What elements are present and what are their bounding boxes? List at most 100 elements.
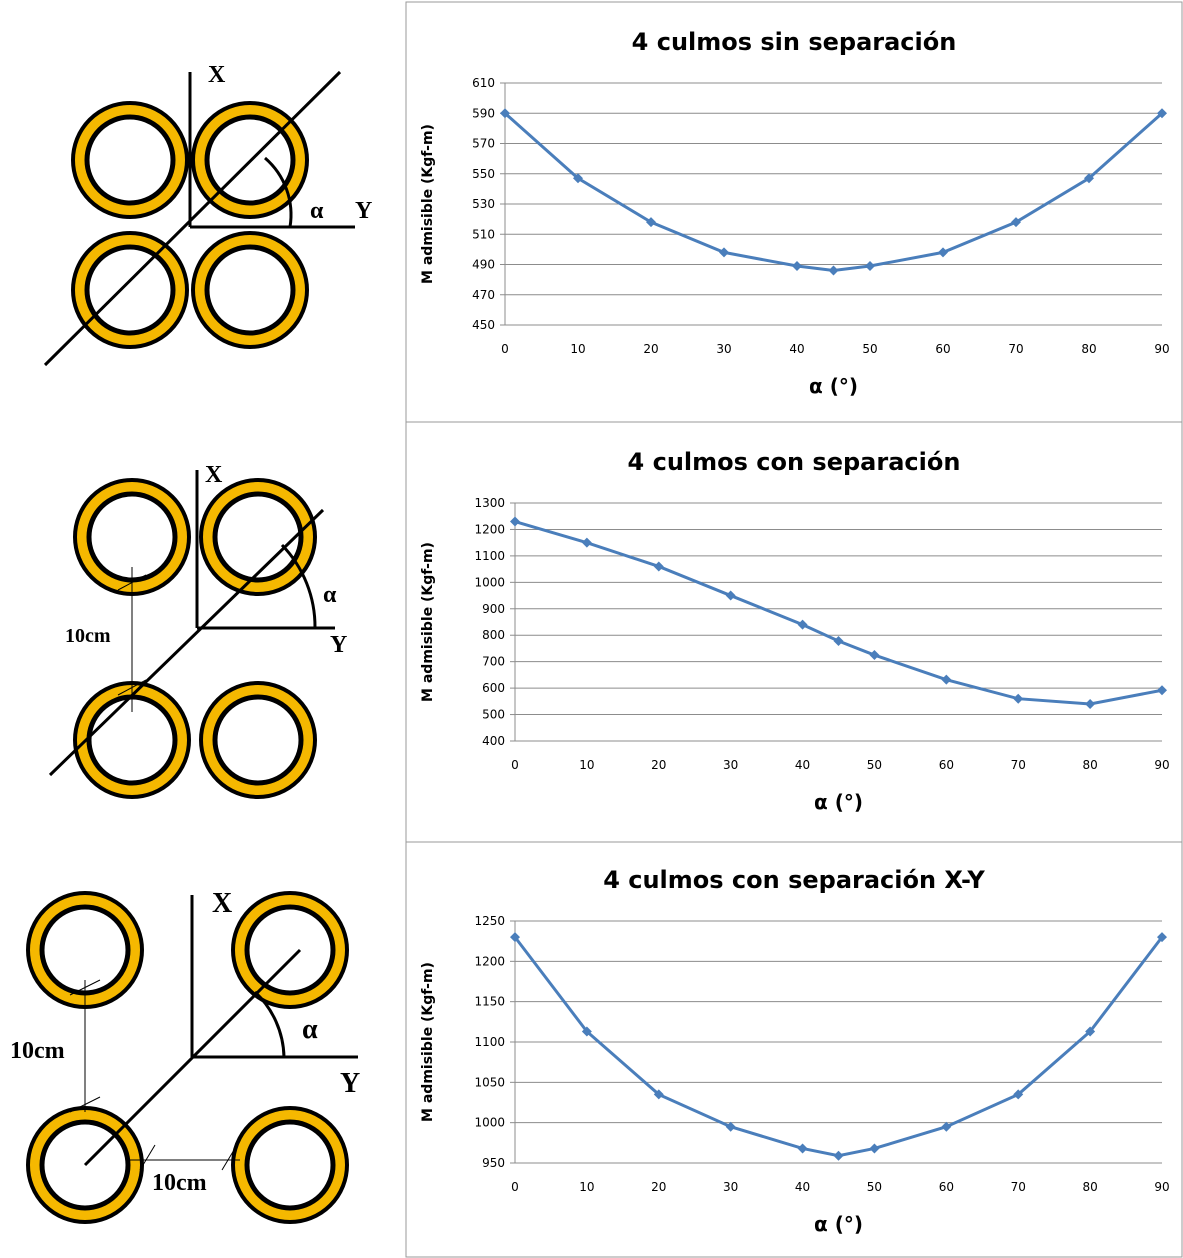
y-tick-label: 800 <box>482 628 505 642</box>
panel <box>406 842 1182 1257</box>
y-tick-label: 1000 <box>474 1116 505 1130</box>
y-tick-label: 1000 <box>474 575 505 589</box>
y-tick-label: 900 <box>482 602 505 616</box>
data-line <box>515 522 1162 704</box>
y-tick-label: 1200 <box>474 954 505 968</box>
x-tick-label: 40 <box>795 1180 810 1194</box>
data-point <box>654 561 664 571</box>
x-tick-label: 60 <box>935 342 950 356</box>
x-tick-label: 50 <box>867 758 882 772</box>
x-tick-label: 10 <box>570 342 585 356</box>
data-line <box>505 113 1162 270</box>
data-point <box>829 266 839 276</box>
x-tick-label: 20 <box>651 1180 666 1194</box>
x-tick-label: 90 <box>1154 1180 1169 1194</box>
y-tick-label: 1200 <box>474 522 505 536</box>
angle-label: α <box>302 1014 318 1045</box>
axis-label: Y <box>330 632 347 658</box>
y-tick-label: 470 <box>472 288 495 302</box>
data-point <box>792 261 802 271</box>
x-tick-label: 50 <box>862 342 877 356</box>
data-point <box>869 1143 879 1153</box>
angle-label: α <box>323 582 337 608</box>
dimension-label: 10cm <box>65 625 111 647</box>
data-point <box>834 636 844 646</box>
data-point <box>510 517 520 527</box>
y-axis-label: M admisible (Kgf-m) <box>420 542 436 702</box>
y-tick-label: 450 <box>472 318 495 332</box>
y-tick-label: 400 <box>482 734 505 748</box>
y-tick-label: 610 <box>472 76 495 90</box>
x-tick-label: 80 <box>1081 342 1096 356</box>
angle-label: α <box>310 198 324 224</box>
x-tick-label: 90 <box>1154 758 1169 772</box>
figure: X α Y X α Y 10cm X α Y 10cm 10cm 4 culmo… <box>0 0 1183 1258</box>
x-axis-label: α (°) <box>814 1212 863 1236</box>
x-tick-label: 40 <box>789 342 804 356</box>
y-tick-label: 700 <box>482 655 505 669</box>
y-tick-label: 1100 <box>474 1035 505 1049</box>
x-tick-label: 80 <box>1082 758 1097 772</box>
data-point <box>1085 699 1095 709</box>
chart-title: 4 culmos con separación X-Y <box>603 866 985 894</box>
x-tick-label: 30 <box>723 758 738 772</box>
data-point <box>719 247 729 257</box>
y-tick-label: 510 <box>472 227 495 241</box>
x-tick-label: 0 <box>501 342 509 356</box>
y-tick-label: 590 <box>472 106 495 120</box>
data-point <box>726 1122 736 1132</box>
x-tick-label: 30 <box>723 1180 738 1194</box>
x-tick-label: 70 <box>1011 758 1026 772</box>
x-tick-label: 90 <box>1154 342 1169 356</box>
data-point <box>938 247 948 257</box>
data-point <box>582 538 592 548</box>
y-tick-label: 950 <box>482 1156 505 1170</box>
y-tick-label: 500 <box>482 708 505 722</box>
axis-label: X <box>212 888 232 919</box>
x-tick-label: 20 <box>643 342 658 356</box>
x-axis-label: α (°) <box>809 374 858 398</box>
axis-label: Y <box>355 198 372 224</box>
data-point <box>834 1151 844 1161</box>
x-tick-label: 40 <box>795 758 810 772</box>
y-axis-label: M admisible (Kgf-m) <box>420 124 436 284</box>
x-tick-label: 80 <box>1082 1180 1097 1194</box>
data-point <box>941 1122 951 1132</box>
x-axis-label: α (°) <box>814 790 863 814</box>
axis-label: Y <box>340 1068 360 1099</box>
dimension-label: 10cm <box>10 1038 65 1064</box>
x-tick-label: 60 <box>939 1180 954 1194</box>
y-tick-label: 530 <box>472 197 495 211</box>
data-point <box>798 620 808 630</box>
data-point <box>941 675 951 685</box>
y-tick-label: 1250 <box>474 914 505 928</box>
x-tick-label: 50 <box>867 1180 882 1194</box>
chart-title: 4 culmos con separación <box>628 448 961 476</box>
axis-label: X <box>205 462 223 488</box>
y-tick-label: 1050 <box>474 1075 505 1089</box>
dimension-label: 10cm <box>152 1170 207 1196</box>
x-tick-label: 0 <box>511 1180 519 1194</box>
y-tick-label: 1100 <box>474 549 505 563</box>
data-point <box>869 650 879 660</box>
data-point <box>865 261 875 271</box>
data-point <box>1157 685 1167 695</box>
data-point <box>1013 694 1023 704</box>
diagram <box>45 72 355 365</box>
y-tick-label: 570 <box>472 137 495 151</box>
panel <box>406 2 1182 422</box>
x-tick-label: 20 <box>651 758 666 772</box>
y-tick-label: 600 <box>482 681 505 695</box>
y-tick-label: 550 <box>472 167 495 181</box>
axis-label: X <box>208 62 226 88</box>
panel <box>406 422 1182 842</box>
x-tick-label: 30 <box>716 342 731 356</box>
x-tick-label: 70 <box>1008 342 1023 356</box>
y-tick-label: 1150 <box>474 995 505 1009</box>
data-point <box>726 591 736 601</box>
x-tick-label: 10 <box>579 1180 594 1194</box>
y-tick-label: 490 <box>472 258 495 272</box>
x-tick-label: 60 <box>939 758 954 772</box>
x-tick-label: 10 <box>579 758 594 772</box>
data-point <box>798 1143 808 1153</box>
